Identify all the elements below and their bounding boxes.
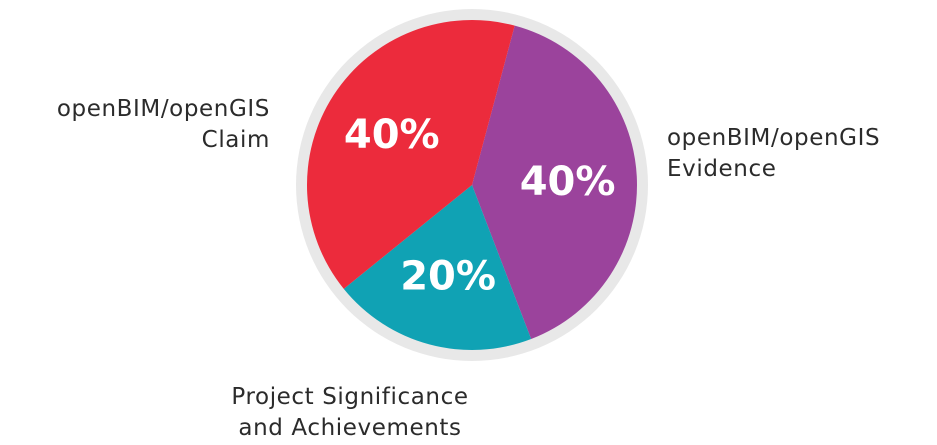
label-openbim-opengis-claim: openBIM/openGIS Claim [57, 94, 270, 156]
label-openbim-opengis-evidence: openBIM/openGIS Evidence [667, 123, 880, 185]
label-openbim-opengis-claim-line-2: Claim [201, 127, 270, 153]
label-project-significance-line-1: Project Significance [231, 384, 469, 410]
label-project-significance-line-2: and Achievements [238, 415, 462, 441]
pie-slice-1 [472, 25, 637, 340]
label-openbim-opengis-evidence-line-1: openBIM/openGIS [667, 125, 881, 151]
pie-slice-3-value-label: 40% [344, 112, 440, 158]
pie-slice-1-value-label: 40% [520, 159, 616, 205]
pie-slice-3 [306, 19, 515, 289]
pie-slice-2 [343, 185, 532, 350]
label-openbim-opengis-claim-line-1: openBIM/openGIS [56, 96, 270, 122]
label-openbim-opengis-evidence-line-2: Evidence [667, 156, 777, 182]
pie-slice-2-value-label: 20% [400, 253, 496, 299]
